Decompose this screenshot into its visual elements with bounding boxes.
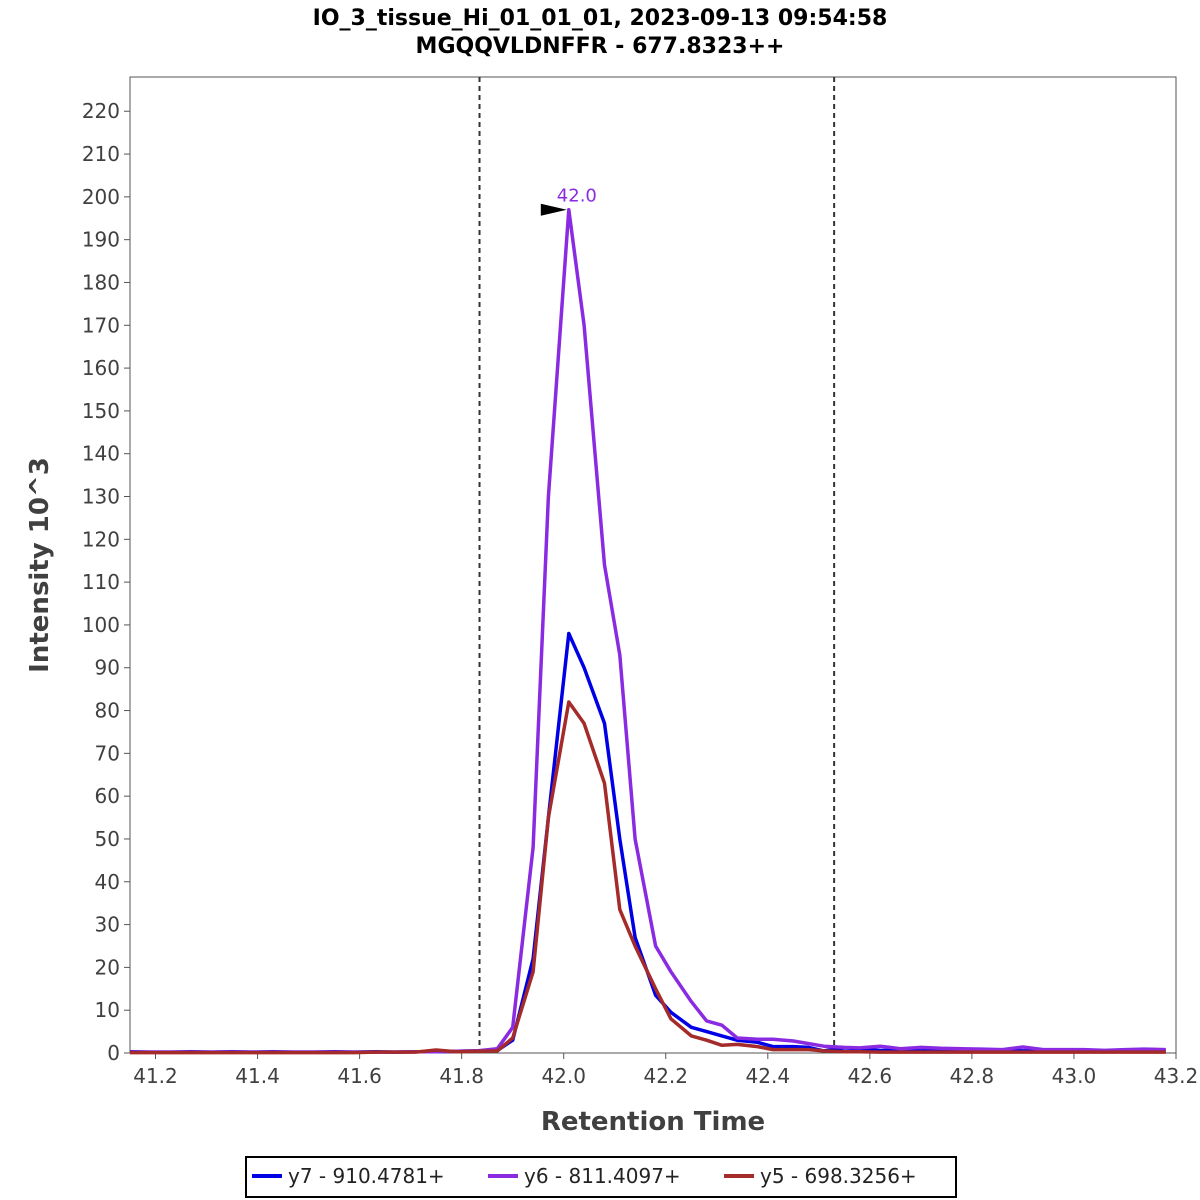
legend: y7 - 910.4781+ y6 - 811.4097+ y5 - 698.325… (245, 1156, 957, 1198)
legend-box (245, 1156, 957, 1198)
peak-annotation-group: 42.0 (540, 186, 597, 216)
x-tick-label: 42.2 (643, 1064, 688, 1088)
peak-arrow-icon (540, 203, 567, 216)
x-tick-label: 42.4 (746, 1064, 791, 1088)
x-tick-label: 41.8 (439, 1064, 484, 1088)
y-tick-label: 50 (95, 827, 120, 851)
x-tick-label: 42.8 (950, 1064, 995, 1088)
x-axis-ticks: 41.2 41.4 41.6 41.8 42.0 42.2 42.4 42.6 42.8 43.0… (133, 1053, 1198, 1088)
y-tick-label: 180 (82, 270, 120, 294)
y-tick-label: 20 (95, 955, 120, 979)
y-tick-label: 160 (82, 356, 120, 380)
x-tick-label: 43.0 (1052, 1064, 1097, 1088)
series-lines (129, 207, 1166, 1055)
x-tick-label: 41.4 (235, 1064, 280, 1088)
y-tick-label: 100 (82, 613, 120, 637)
y-tick-label: 200 (82, 185, 120, 209)
plot-area (129, 76, 1177, 1054)
y-tick-label: 190 (82, 228, 120, 252)
y-tick-label: 80 (95, 699, 120, 723)
x-tick-label: 42.6 (848, 1064, 893, 1088)
y-tick-label: 40 (95, 870, 120, 894)
legend-entry: y5 - 698.3256+ (760, 1164, 917, 1188)
y-tick-label: 220 (82, 99, 120, 123)
x-tick-label: 43.2 (1154, 1064, 1199, 1088)
y-tick-label: 150 (82, 399, 120, 423)
y-tick-label: 60 (95, 784, 120, 808)
legend-entry: y7 - 910.4781+ (288, 1164, 445, 1188)
x-tick-label: 42.0 (541, 1064, 586, 1088)
y-tick-label: 110 (82, 570, 120, 594)
y-tick-label: 70 (95, 741, 120, 765)
peak-label: 42.0 (557, 186, 597, 207)
y-tick-label: 140 (82, 442, 120, 466)
chart-subtitle: MGQQVLDNFFR - 677.8323++ (416, 34, 785, 59)
y-tick-label: 30 (95, 913, 120, 937)
y-tick-label: 120 (82, 527, 120, 551)
chart-title: IO_3_tissue_Hi_01_01_01, 2023-09-13 09:5… (313, 6, 888, 31)
y-axis-label: Intensity 10^3 (25, 457, 55, 673)
series-line (130, 700, 1166, 1055)
y-tick-label: 170 (82, 313, 120, 337)
y-tick-label: 90 (95, 656, 120, 680)
y-tick-label: 210 (82, 142, 120, 166)
x-axis-label: Retention Time (541, 1107, 765, 1137)
legend-entry: y6 - 811.4097+ (524, 1164, 681, 1188)
y-tick-label: 130 (82, 485, 120, 509)
peak-boundaries (478, 77, 836, 1053)
x-tick-label: 41.6 (337, 1064, 382, 1088)
y-tick-label: 0 (107, 1041, 120, 1065)
y-axis-ticks: 0 10 20 30 40 50 60 70 80 90 100 110 120 130 140 150 160… (82, 99, 130, 1065)
x-tick-label: 41.2 (133, 1064, 178, 1088)
y-tick-label: 10 (95, 998, 120, 1022)
